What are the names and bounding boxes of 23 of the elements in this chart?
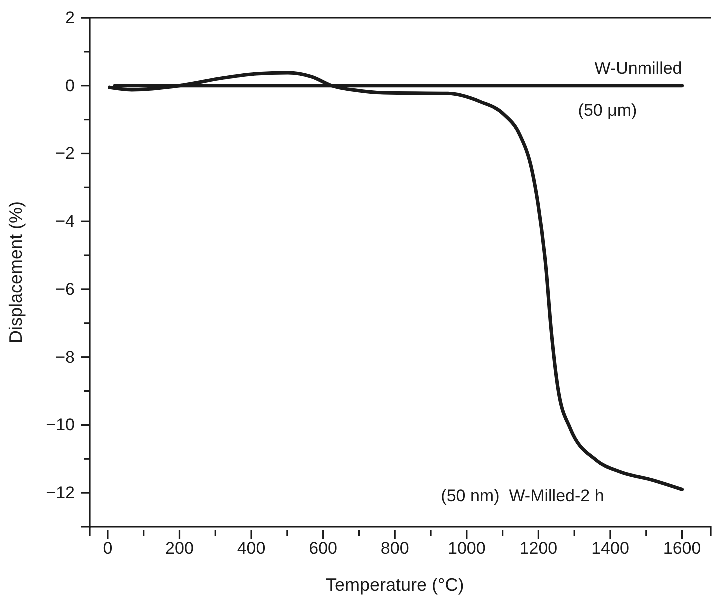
- y-tick-label: −8: [56, 348, 75, 367]
- x-tick-label: 200: [166, 539, 194, 558]
- series-label: W-Milled-2 h: [509, 486, 604, 506]
- x-tick-label: 1600: [663, 539, 702, 558]
- x-tick-label: 1000: [448, 539, 486, 558]
- x-tick-label: 400: [237, 539, 266, 558]
- y-tick-label: −12: [46, 484, 75, 503]
- series-label: W-Unmilled: [594, 58, 682, 78]
- annotation: (50 μm): [578, 100, 638, 120]
- x-tick-label: 600: [309, 539, 338, 558]
- x-tick-label: 1200: [520, 539, 558, 558]
- y-tick-label: −2: [56, 144, 75, 164]
- x-tick-label: 800: [380, 539, 410, 558]
- x-tick-label: 0: [103, 539, 113, 558]
- y-axis-title: Displacement (%): [6, 201, 26, 344]
- annotation: (50 nm): [441, 486, 510, 506]
- y-tick-label: 2: [66, 8, 75, 28]
- y-tick-label: −6: [56, 280, 75, 299]
- x-tick-label: 1400: [592, 539, 630, 558]
- y-tick-label: −4: [56, 212, 75, 232]
- x-axis-title: Temperature (°C): [326, 575, 464, 595]
- y-tick-label: 0: [66, 76, 75, 96]
- y-tick-label: −10: [46, 416, 75, 435]
